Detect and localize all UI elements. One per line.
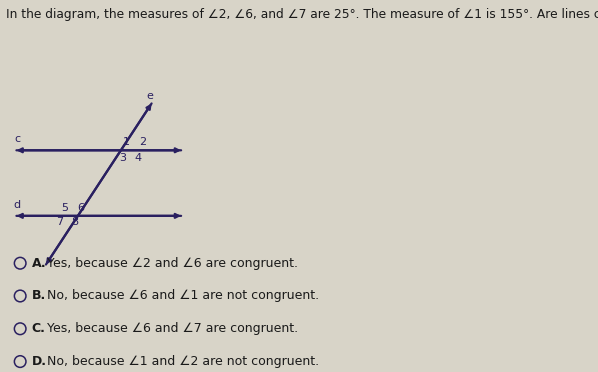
Text: Yes, because ∠2 and ∠6 are congruent.: Yes, because ∠2 and ∠6 are congruent. [47,257,298,270]
Text: A.: A. [32,257,47,270]
Text: 8: 8 [72,217,79,227]
Text: No, because ∠1 and ∠2 are not congruent.: No, because ∠1 and ∠2 are not congruent. [47,355,319,368]
Text: 3: 3 [119,153,126,163]
Text: Yes, because ∠6 and ∠7 are congruent.: Yes, because ∠6 and ∠7 are congruent. [47,322,298,335]
Text: d: d [14,200,21,210]
Text: No, because ∠6 and ∠1 are not congruent.: No, because ∠6 and ∠1 are not congruent. [47,289,319,302]
Text: In the diagram, the measures of ∠2, ∠6, and ∠7 are 25°. The measure of ∠1 is 155: In the diagram, the measures of ∠2, ∠6, … [7,8,598,21]
Text: 2: 2 [139,137,146,147]
Text: 1: 1 [123,137,130,147]
Text: C.: C. [32,322,45,335]
Text: 7: 7 [56,217,63,227]
Text: B.: B. [32,289,46,302]
Text: D.: D. [32,355,47,368]
Text: e: e [146,91,153,101]
Text: c: c [14,134,20,144]
Text: 6: 6 [77,203,84,213]
Text: 4: 4 [134,153,141,163]
Text: 5: 5 [61,203,68,213]
